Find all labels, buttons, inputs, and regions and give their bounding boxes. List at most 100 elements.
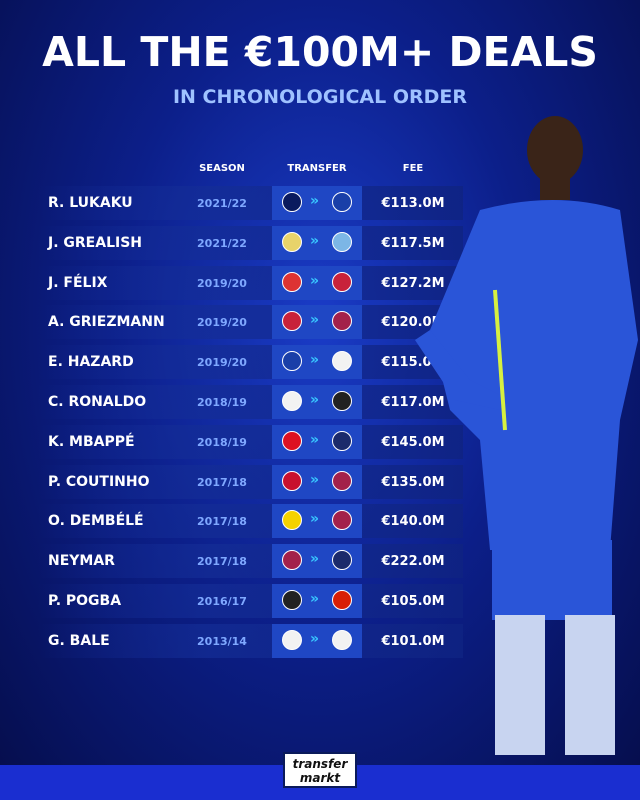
double-chevron-right-icon: »	[310, 272, 320, 289]
table-row: C. RONALDO 2018/19 » €117.0M	[38, 385, 463, 419]
barcelona-badge-icon	[282, 550, 302, 571]
fee: €135.0M	[381, 474, 445, 490]
fee: €127.2M	[381, 275, 445, 291]
table-row: P. POGBA 2016/17 » €105.0M	[38, 584, 463, 618]
atletico-badge-icon	[332, 271, 352, 292]
double-chevron-right-icon: »	[310, 591, 320, 607]
double-chevron-right-icon: »	[310, 312, 320, 329]
row-band	[38, 623, 463, 658]
player-photo	[415, 116, 638, 755]
player-name: P. POGBA	[48, 593, 122, 609]
transfer-box: »	[272, 385, 362, 419]
player-name: C. RONALDO	[48, 394, 147, 410]
row-band	[38, 544, 463, 579]
row-band	[38, 305, 463, 340]
aston-villa-badge-icon	[282, 231, 302, 252]
double-chevron-right-icon: »	[310, 551, 320, 568]
table-row: A. GRIEZMANN 2019/20 » €120.0M	[38, 305, 463, 340]
chelsea-badge-icon	[332, 192, 352, 212]
fee: €113.0M	[381, 196, 445, 211]
season: 2016/17	[197, 595, 247, 608]
row-band	[38, 186, 463, 220]
player-name: J. GREALISH	[48, 234, 143, 251]
transfer-box: »	[272, 225, 362, 260]
double-chevron-right-icon: »	[310, 471, 320, 488]
table-row: E. HAZARD 2019/20 » €115.0M	[38, 345, 463, 380]
season: 2019/20	[197, 276, 247, 290]
season: 2013/14	[197, 634, 247, 648]
player-name: NEYMAR	[48, 553, 115, 570]
double-chevron-right-icon: »	[310, 193, 320, 209]
transfer-box: »	[272, 345, 362, 380]
double-chevron-right-icon: »	[310, 232, 320, 249]
player-name: G. BALE	[48, 632, 110, 649]
player-name: R. LUKAKU	[48, 195, 133, 211]
real-madrid-badge-icon	[282, 391, 302, 411]
header-season: SEASON	[199, 163, 245, 174]
real-madrid-badge-icon	[332, 629, 352, 650]
logo-line2: markt	[299, 771, 341, 785]
logo-line1: transfer	[292, 757, 348, 771]
transfer-box: »	[272, 504, 362, 539]
double-chevron-right-icon: »	[310, 392, 320, 408]
header-transfer: TRANSFER	[287, 163, 347, 174]
transfer-box: »	[272, 584, 362, 618]
player-name: O. DEMBÉLÉ	[48, 513, 144, 530]
season: 2017/18	[197, 475, 247, 489]
player-name: A. GRIEZMANN	[48, 314, 165, 331]
page-subtitle: IN CHRONOLOGICAL ORDER	[172, 86, 468, 108]
season: 2021/22	[197, 197, 247, 210]
fee: €120.0M	[381, 315, 445, 331]
barcelona-badge-icon	[332, 470, 352, 491]
double-chevron-right-icon: »	[310, 630, 320, 647]
liverpool-badge-icon	[282, 470, 302, 491]
fee: €105.0M	[381, 594, 445, 609]
table-row: K. MBAPPÉ 2018/19 » €145.0M	[38, 424, 463, 459]
table-row: G. BALE 2013/14 » €101.0M	[38, 623, 463, 658]
fee: €101.0M	[381, 633, 445, 649]
season: 2019/20	[197, 316, 247, 330]
juventus-badge-icon	[332, 391, 352, 411]
table-row: R. LUKAKU 2021/22 » €113.0M	[38, 186, 463, 220]
transfer-box: »	[272, 623, 362, 658]
row-band	[38, 265, 463, 300]
player-name: E. HAZARD	[48, 354, 134, 371]
benfica-badge-icon	[282, 271, 302, 292]
player-name: P. COUTINHO	[48, 473, 150, 490]
barcelona-badge-icon	[332, 510, 352, 531]
table-row: NEYMAR 2017/18 » €222.0M	[38, 544, 463, 579]
fee: €117.0M	[381, 395, 445, 410]
barcelona-badge-icon	[332, 311, 352, 332]
transfer-box: »	[272, 265, 362, 300]
season: 2018/19	[197, 435, 247, 449]
juventus-badge-icon	[282, 590, 302, 610]
player-name: J. FÉLIX	[48, 274, 108, 291]
man-united-badge-icon	[332, 590, 352, 610]
chelsea-badge-icon	[282, 351, 302, 372]
row-band	[38, 464, 463, 499]
row-band	[38, 225, 463, 260]
header-fee: FEE	[402, 163, 424, 174]
fee: €117.5M	[381, 235, 445, 251]
tottenham-badge-icon	[282, 629, 302, 650]
atletico-badge-icon	[282, 311, 302, 332]
row-band	[38, 385, 463, 419]
real-madrid-badge-icon	[332, 351, 352, 372]
player-name: K. MBAPPÉ	[48, 433, 135, 450]
table-row: J. GREALISH 2021/22 » €117.5M	[38, 225, 463, 260]
double-chevron-right-icon: »	[310, 431, 320, 448]
transfermarkt-logo: transfer markt	[283, 752, 357, 788]
double-chevron-right-icon: »	[310, 352, 320, 369]
dortmund-badge-icon	[282, 510, 302, 531]
fee: €145.0M	[381, 434, 445, 450]
page-title: ALL THE €100M+ DEALS	[42, 28, 598, 76]
row-band	[38, 424, 463, 459]
table-row: J. FÉLIX 2019/20 » €127.2M	[38, 265, 463, 300]
transfer-box: »	[272, 305, 362, 340]
transfer-box: »	[272, 424, 362, 459]
transfer-box: »	[272, 544, 362, 579]
season: 2017/18	[197, 555, 247, 569]
man-city-badge-icon	[332, 231, 352, 252]
row-band	[38, 584, 463, 618]
season: 2017/18	[197, 515, 247, 529]
